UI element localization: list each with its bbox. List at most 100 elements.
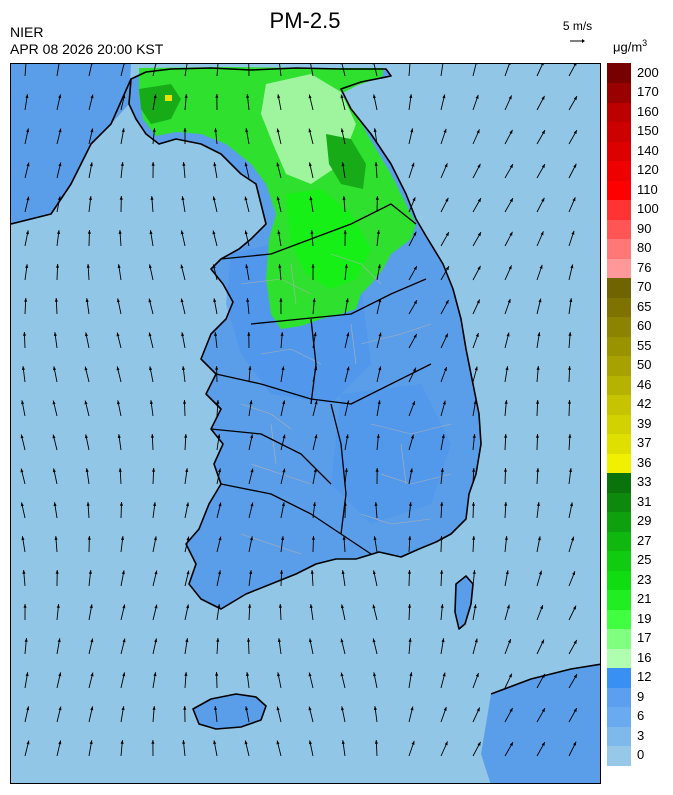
wind-arrow [472, 434, 476, 451]
wind-arrow [536, 264, 543, 281]
wind-arrow [278, 264, 282, 281]
wind-arrow [184, 638, 189, 655]
wind-arrow [440, 265, 450, 281]
wind-arrow [308, 128, 314, 145]
province-boundary [250, 278, 427, 325]
datetime-label: APR 08 2026 20:00 KST [10, 41, 164, 57]
legend-tick-label: 46 [637, 376, 652, 392]
wind-arrow [279, 569, 284, 587]
wind-arrow [56, 64, 61, 77]
wind-arrow [341, 570, 346, 587]
wind-arrow [24, 196, 30, 213]
wind-arrow [504, 64, 511, 77]
wind-arrow [184, 536, 190, 553]
wind-arrow [20, 502, 26, 519]
korea-coastline [128, 67, 482, 610]
district-boundary [370, 423, 452, 435]
wind-arrow [472, 332, 479, 349]
wind-arrow [472, 231, 482, 247]
wind-arrow [184, 94, 188, 111]
wind-arrow [408, 128, 414, 145]
legend-swatch [607, 258, 631, 278]
legend-tick-label: 27 [637, 532, 652, 548]
wind-arrow [536, 197, 545, 213]
southeast-mid-patch [331, 384, 451, 524]
district-boundary [380, 473, 452, 485]
legend-swatch [607, 336, 631, 356]
wind-arrow [472, 94, 479, 111]
wind-arrow [374, 739, 378, 757]
wind-arrow [152, 604, 158, 621]
wind-arrow [472, 707, 481, 723]
wind-arrow [376, 264, 381, 281]
wind-arrow [152, 502, 157, 519]
wind-arrow [120, 64, 126, 77]
wind-arrow [341, 162, 346, 179]
arrow-right-icon [570, 39, 585, 43]
wind-arrow [504, 673, 513, 689]
wind-arrow [280, 400, 286, 417]
wind-arrow [308, 740, 314, 757]
wind-arrow [248, 502, 254, 519]
wind-arrow [56, 94, 62, 111]
wind-arrow [23, 603, 27, 621]
wind-arrow [53, 332, 58, 349]
wind-arrow [88, 128, 94, 145]
wind-arrow [184, 570, 190, 587]
legend-swatch [607, 609, 631, 629]
wind-arrow [151, 161, 155, 179]
legend-swatch [607, 102, 631, 122]
wind-arrow [440, 128, 447, 145]
wind-arrow [212, 264, 218, 281]
legend-tick-label: 170 [637, 84, 659, 100]
wind-arrow [536, 366, 540, 383]
wind-arrow [372, 638, 378, 655]
wind-arrow [184, 604, 190, 621]
legend-tick-label: 39 [637, 415, 652, 431]
wind-arrow [372, 570, 378, 587]
wind-arrow [440, 604, 444, 621]
legend-tick-label: 0 [637, 747, 645, 763]
legend-tick-label: 6 [637, 708, 645, 724]
wind-arrow [340, 128, 346, 145]
wind-arrow [375, 195, 379, 213]
wind-arrow [116, 298, 122, 315]
wind-arrow [408, 64, 411, 77]
wind-arrow [280, 468, 286, 485]
wind-arrow [216, 64, 219, 77]
wind-arrow [88, 162, 93, 179]
wind-arrow [472, 570, 476, 587]
district-boundary [330, 253, 382, 285]
wind-arrow [245, 706, 250, 723]
wind-arrow [472, 672, 479, 689]
legend-tick-label: 65 [637, 298, 652, 314]
wind-arrow [216, 570, 222, 587]
wind-arrow [248, 64, 250, 77]
wind-arrow [311, 535, 315, 553]
wind-arrow [568, 605, 577, 621]
wind-arrow [52, 400, 58, 417]
wind-arrow [152, 64, 158, 77]
wind-arrow [311, 263, 315, 281]
wind-arrow [472, 129, 480, 145]
wind-arrow [568, 163, 577, 179]
wind-arrow [568, 298, 573, 315]
wind-arrow [408, 299, 418, 315]
wind-arrow [24, 94, 29, 111]
legend-swatch [607, 492, 631, 512]
wind-arrow [280, 332, 284, 349]
wind-arrow [312, 502, 316, 519]
legend-tick-label: 150 [637, 123, 659, 139]
legend-tick-label: 110 [637, 181, 658, 197]
ulleung-island-fill [455, 576, 473, 629]
wind-arrow [308, 94, 314, 111]
wind-arrow [344, 468, 348, 485]
wind-arrow [52, 468, 58, 485]
wind-arrow [309, 604, 314, 621]
japan-coastline [490, 663, 600, 695]
organization-label: NIER [10, 24, 44, 40]
wind-arrow [440, 741, 448, 757]
district-boundary [270, 423, 277, 465]
wind-arrow [408, 400, 416, 417]
wind-arrow [536, 536, 541, 553]
